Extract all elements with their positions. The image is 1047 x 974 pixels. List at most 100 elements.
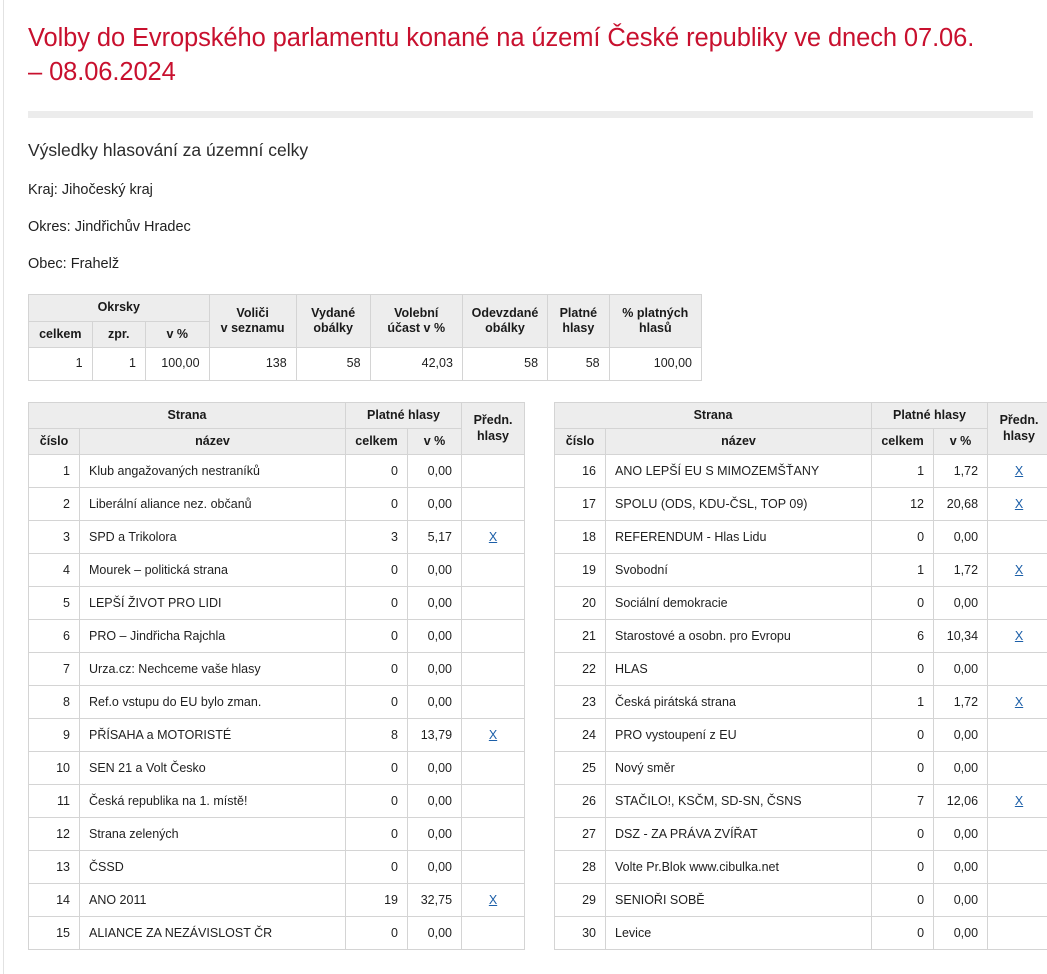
party-preferential-cell[interactable]: X — [987, 619, 1047, 654]
summary-data-row: 1 1 100,00 138 58 42,03 58 58 100,00 — [28, 346, 703, 381]
party-percent-cell: 0,00 — [933, 916, 989, 951]
party-preferential-cell — [461, 586, 526, 621]
party-name-cell: Nový směr — [605, 751, 873, 786]
party-name-cell: PRO – Jindřicha Rajchla — [79, 619, 346, 654]
party-name-cell: ANO 2011 — [79, 883, 346, 918]
party-right-body: 16 ANO LEPŠÍ EU S MIMOZEMŠŤANY 1 1,72 X 17 SPO… — [554, 454, 1047, 951]
party-preferential-cell[interactable]: X — [461, 520, 526, 555]
party-percent-cell: 0,00 — [406, 850, 463, 885]
table-row: 1 Klub angažovaných nestraníků 0 0,00 — [28, 454, 526, 489]
party-percent-cell: 1,72 — [933, 553, 989, 588]
party-name-cell: Svobodní — [605, 553, 873, 588]
party-preferential-cell[interactable]: X — [461, 883, 526, 918]
party-votes-cell: 19 — [345, 883, 408, 918]
table-row: 5 LEPŠÍ ŽIVOT PRO LIDI 0 0,00 — [28, 586, 526, 621]
party-percent-cell: 32,75 — [406, 883, 463, 918]
party-votes-cell: 0 — [345, 916, 408, 951]
summary-th-vydane-obalky: Vydané obálky — [295, 294, 371, 348]
party-percent-cell: 0,00 — [933, 751, 989, 786]
party-votes-cell: 0 — [345, 619, 408, 654]
table-row: 12 Strana zelených 0 0,00 — [28, 817, 526, 852]
page-left-rule — [3, 0, 4, 974]
party-number-cell: 17 — [554, 487, 607, 522]
party-preferential-cell[interactable]: X — [987, 487, 1047, 522]
preferential-votes-link[interactable]: X — [1014, 694, 1024, 709]
table-row: 14 ANO 2011 19 32,75 X — [28, 883, 526, 918]
party-percent-cell: 0,00 — [933, 883, 989, 918]
party-preferential-cell[interactable]: X — [987, 454, 1047, 489]
summary-cell-pct-platnych: 100,00 — [608, 346, 703, 381]
obec-label: Obec: Frahelž — [28, 256, 120, 273]
preferential-votes-link[interactable]: X — [488, 727, 498, 742]
party-right-th-nazev: název — [605, 428, 873, 456]
summary-cell-okrsky-vpct: 100,00 — [144, 346, 210, 381]
party-preferential-cell[interactable]: X — [987, 553, 1047, 588]
preferential-votes-link[interactable]: X — [488, 892, 498, 907]
kraj-label: Kraj: Jihočeský kraj — [28, 182, 153, 199]
party-number-cell: 10 — [28, 751, 80, 786]
party-preferential-cell — [461, 817, 526, 852]
party-votes-cell: 1 — [871, 454, 935, 489]
party-number-cell: 16 — [554, 454, 607, 489]
table-row: 16 ANO LEPŠÍ EU S MIMOZEMŠŤANY 1 1,72 X — [554, 454, 1047, 489]
summary-cell-volici-v-seznamu: 138 — [208, 346, 297, 381]
party-preferential-cell[interactable]: X — [461, 718, 526, 753]
party-preferential-cell — [987, 883, 1047, 918]
summary-th-okrsky: Okrsky — [28, 294, 210, 322]
party-percent-cell: 10,34 — [933, 619, 989, 654]
party-number-cell: 19 — [554, 553, 607, 588]
party-preferential-cell — [461, 916, 526, 951]
table-row: 28 Volte Pr.Blok www.cibulka.net 0 0,00 — [554, 850, 1047, 885]
table-row: 11 Česká republika na 1. místě! 0 0,00 — [28, 784, 526, 819]
table-row: 13 ČSSD 0 0,00 — [28, 850, 526, 885]
summary-header-row-1: Okrsky Voliči v seznamu Vydané obálky Vole… — [28, 294, 703, 348]
party-right-th-platne-hlasy: Platné hlasy — [871, 401, 989, 430]
party-percent-cell: 0,00 — [406, 751, 463, 786]
section-title: Výsledky hlasování za územní celky — [28, 140, 309, 161]
party-name-cell: Klub angažovaných nestraníků — [79, 454, 346, 489]
party-preferential-cell — [987, 520, 1047, 555]
summary-th-odevzdane-obalky: Odevzdané obálky — [461, 294, 549, 348]
party-preferential-cell[interactable]: X — [987, 784, 1047, 819]
preferential-votes-link[interactable]: X — [1014, 628, 1024, 643]
party-preferential-cell — [987, 817, 1047, 852]
summary-cell-okrsky-zpr: 1 — [91, 346, 146, 381]
table-row: 2 Liberální aliance nez. občanů 0 0,00 — [28, 487, 526, 522]
party-votes-cell: 3 — [345, 520, 408, 555]
party-votes-cell: 0 — [345, 652, 408, 687]
party-votes-cell: 0 — [871, 751, 935, 786]
party-votes-cell: 0 — [345, 817, 408, 852]
party-number-cell: 12 — [28, 817, 80, 852]
preferential-votes-link[interactable]: X — [488, 529, 498, 544]
party-preferential-cell — [461, 784, 526, 819]
party-number-cell: 2 — [28, 487, 80, 522]
table-row: 26 STAČILO!, KSČM, SD-SN, ČSNS 7 12,06 X — [554, 784, 1047, 819]
party-number-cell: 20 — [554, 586, 607, 621]
party-preferential-cell — [987, 751, 1047, 786]
summary-cell-odevzdane-obalky: 58 — [461, 346, 549, 381]
party-preferential-cell — [461, 685, 526, 720]
summary-cell-volebni-ucast: 42,03 — [369, 346, 463, 381]
party-votes-cell: 0 — [871, 850, 935, 885]
party-percent-cell: 0,00 — [933, 817, 989, 852]
party-preferential-cell — [461, 850, 526, 885]
party-number-cell: 24 — [554, 718, 607, 753]
preferential-votes-link[interactable]: X — [1014, 562, 1024, 577]
page-title: Volby do Evropského parlamentu konané na… — [28, 24, 975, 86]
party-preferential-cell[interactable]: X — [987, 685, 1047, 720]
summary-cell-okrsky-celkem: 1 — [28, 346, 93, 381]
summary-th-okrsky-vpct: v % — [144, 320, 210, 348]
party-left-th-nazev: název — [79, 428, 346, 456]
summary-th-volebni-ucast: Volební účast v % — [369, 294, 463, 348]
party-percent-cell: 0,00 — [933, 520, 989, 555]
table-row: 3 SPD a Trikolora 3 5,17 X — [28, 520, 526, 555]
party-number-cell: 27 — [554, 817, 607, 852]
party-number-cell: 28 — [554, 850, 607, 885]
party-right-th-predn-hlasy: Předn. hlasy — [987, 401, 1047, 456]
preferential-votes-link[interactable]: X — [1014, 496, 1024, 511]
party-left-header-row-2: číslo název celkem v % — [28, 428, 525, 456]
party-votes-cell: 0 — [345, 685, 408, 720]
preferential-votes-link[interactable]: X — [1014, 793, 1024, 808]
party-votes-cell: 0 — [345, 784, 408, 819]
preferential-votes-link[interactable]: X — [1014, 463, 1024, 478]
